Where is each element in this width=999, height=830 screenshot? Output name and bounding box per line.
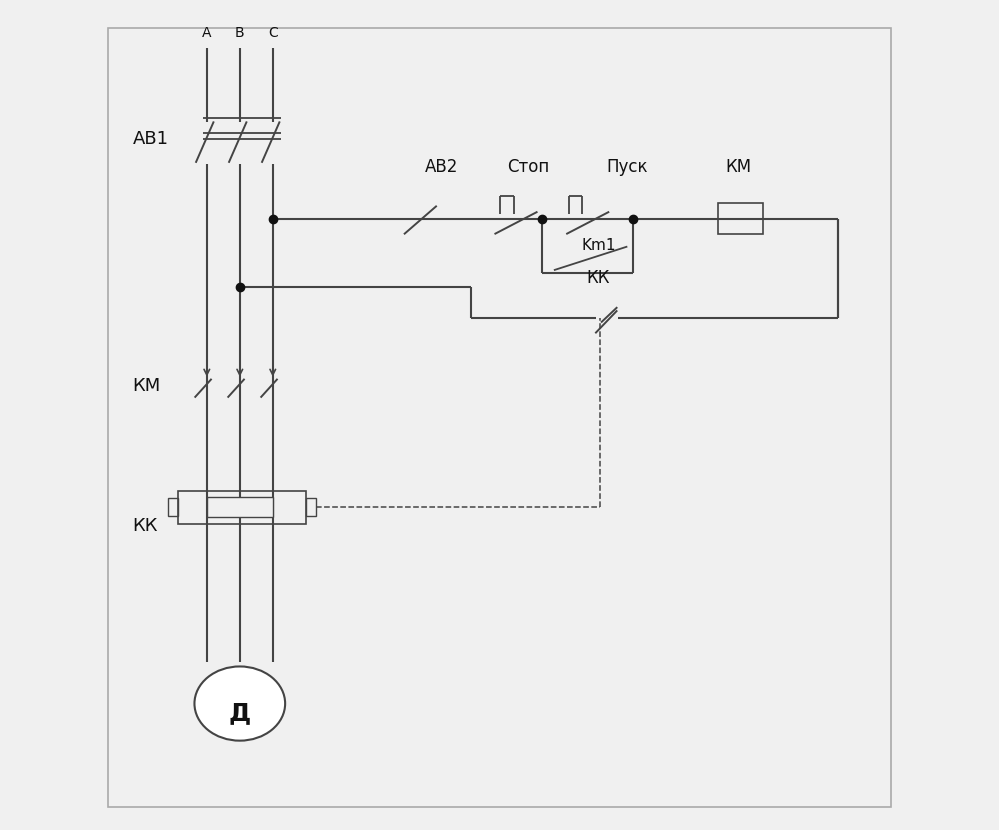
Text: C: C (268, 26, 278, 40)
Text: A: A (202, 26, 212, 40)
Text: КМ: КМ (725, 158, 751, 176)
Text: КК: КК (133, 517, 158, 535)
Bar (168, 498, 178, 516)
Text: Km1: Km1 (581, 238, 615, 253)
Bar (306, 498, 316, 516)
Text: B: B (235, 26, 245, 40)
Text: КК: КК (586, 269, 610, 287)
Text: АВ1: АВ1 (133, 129, 169, 148)
Bar (178, 491, 306, 524)
Bar (718, 203, 763, 234)
Text: Д: Д (229, 701, 251, 725)
Bar (207, 497, 273, 517)
Text: Пуск: Пуск (606, 158, 648, 176)
Text: АВ2: АВ2 (426, 158, 459, 176)
Text: Стоп: Стоп (507, 158, 549, 176)
Text: КМ: КМ (133, 377, 161, 395)
Ellipse shape (195, 666, 285, 740)
